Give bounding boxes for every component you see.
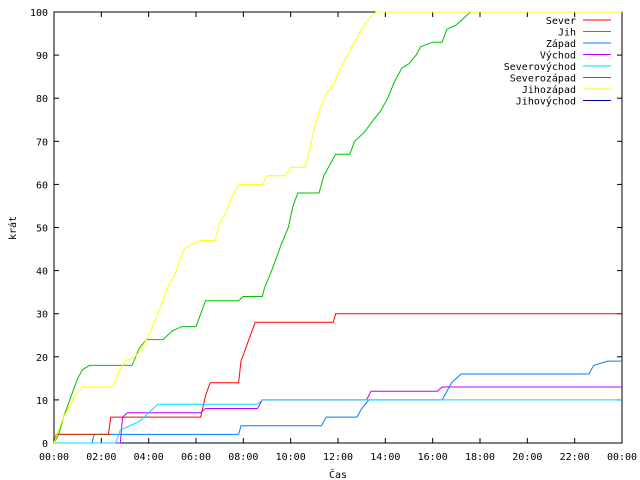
x-tick-label: 08:00 (228, 452, 258, 463)
legend-label: Sever (546, 16, 576, 27)
series-line-6 (53, 11, 622, 444)
y-tick-label: 20 (36, 353, 48, 364)
legend-label: Západ (546, 38, 576, 50)
series-line-4 (54, 399, 622, 444)
legend-label: Jihovýchod (516, 96, 576, 108)
x-tick-label: 14:00 (370, 452, 400, 463)
series-line-5 (53, 433, 111, 444)
y-tick-label: 40 (36, 267, 48, 278)
x-tick-label: 18:00 (465, 452, 495, 463)
x-tick-label: 10:00 (276, 452, 306, 463)
y-tick-label: 60 (36, 180, 48, 191)
x-tick-label: 22:00 (560, 452, 590, 463)
y-tick-label: 80 (36, 94, 48, 105)
x-tick-label: 00:00 (607, 452, 637, 463)
series-line-2 (54, 360, 622, 444)
x-axis-title: Čas (329, 468, 347, 480)
y-axis-title: krát (7, 216, 19, 240)
series-layer (53, 11, 622, 444)
y-tick-label: 0 (42, 439, 48, 450)
x-tick-label: 04:00 (134, 452, 164, 463)
y-tick-label: 70 (36, 137, 48, 148)
x-axis-ticks: 00:00 02:00 04:00 06:00 08:00 10:00 12:00 14:00… (39, 12, 637, 463)
x-tick-label: 02:00 (86, 452, 116, 463)
x-tick-label: 00:00 (39, 452, 69, 463)
legend: SeverJihZápadVýchodSeverovýchodSeverozáp… (504, 16, 611, 108)
legend-label: Severovýchod (504, 61, 576, 73)
series-line-3 (54, 386, 622, 444)
y-tick-label: 50 (36, 224, 48, 235)
series-line-0 (53, 313, 622, 444)
legend-label: Jihozápad (522, 84, 576, 96)
y-tick-label: 30 (36, 310, 48, 321)
legend-label: Východ (540, 50, 576, 62)
x-tick-label: 12:00 (323, 452, 353, 463)
y-tick-label: 100 (30, 8, 48, 19)
x-tick-label: 20:00 (512, 452, 542, 463)
x-tick-label: 16:00 (418, 452, 448, 463)
y-tick-label: 10 (36, 396, 48, 407)
y-tick-label: 90 (36, 51, 48, 62)
legend-label: Jih (558, 28, 576, 39)
x-tick-label: 06:00 (181, 452, 211, 463)
legend-label: Severozápad (510, 73, 576, 85)
series-line-1 (53, 11, 622, 444)
